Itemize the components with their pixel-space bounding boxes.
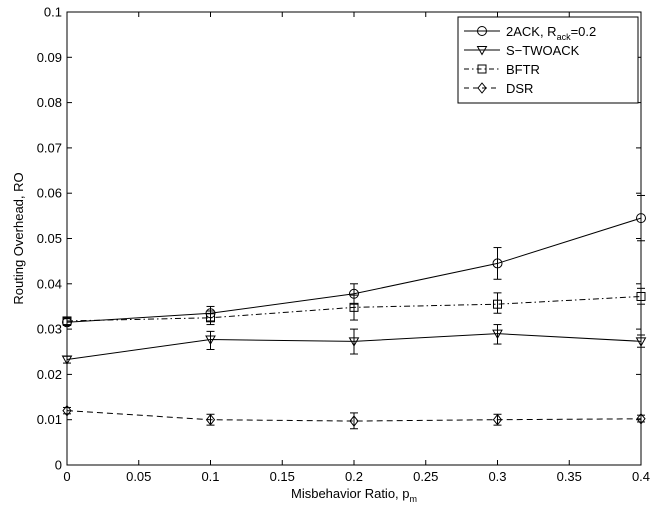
legend-label: 2ACK, Rack=0.2 [506, 24, 596, 42]
y-tick-label: 0.07 [37, 140, 62, 155]
x-tick-label: 0.1 [201, 469, 219, 484]
data-point-dsr [492, 413, 503, 426]
x-tick-label: 0.2 [345, 469, 363, 484]
axis-ticks: 0 0.05 0.1 0.15 0.2 0.25 0.3 0.35 0.4 0 0.01 0.02 0.… [37, 5, 650, 485]
series-s-twoack [61, 324, 647, 365]
y-tick-label: 0.08 [37, 95, 62, 110]
legend-marker [477, 82, 487, 94]
x-tick-label: 0 [63, 469, 70, 484]
series-line-dsr [66, 410, 642, 422]
y-tick-label: 0.01 [37, 412, 62, 427]
series-layer [61, 194, 647, 430]
x-tick-label: 0.25 [413, 469, 438, 484]
x-tick-label: 0.3 [488, 469, 506, 484]
data-point-bftr [62, 316, 72, 326]
x-axis-label-subscript: m [410, 494, 418, 504]
y-tick-label: 0.04 [37, 276, 62, 291]
data-point-s-twoack [635, 337, 647, 347]
legend-label-tail: =0.2 [571, 24, 597, 39]
legend-item-dsr: DSR [464, 81, 533, 96]
legend-marker [477, 64, 487, 74]
legend-label-main: DSR [506, 81, 533, 96]
x-tick-label: 0.35 [557, 469, 582, 484]
legend-label: BFTR [506, 62, 540, 77]
legend-label-main: S−TWOACK [506, 43, 580, 58]
series-bftr [62, 287, 646, 326]
legend-item-2ack: 2ACK, Rack=0.2 [464, 24, 596, 42]
data-point-bftr [636, 291, 646, 301]
y-tick-label: 0.06 [37, 186, 62, 201]
legend-item-s-twoack: S−TWOACK [464, 43, 580, 58]
y-tick-label: 0.1 [44, 5, 62, 20]
data-point-2ack [492, 258, 503, 269]
data-point-s-twoack [492, 329, 503, 340]
legend-label: DSR [506, 81, 533, 96]
x-axis-label-main: Misbehavior Ratio, p [291, 486, 410, 501]
data-point-dsr [62, 404, 72, 417]
legend-label-main: BFTR [506, 62, 540, 77]
data-point-s-twoack [348, 337, 360, 347]
y-tick-label: 0 [55, 458, 62, 473]
data-point-bftr [206, 313, 215, 323]
data-point-2ack [636, 213, 646, 224]
y-tick-label: 0.02 [37, 367, 62, 382]
y-tick-label: 0.03 [37, 322, 62, 337]
legend-label: S−TWOACK [506, 43, 580, 58]
legend-item-bftr: BFTR [464, 62, 540, 77]
x-tick-label: 0.4 [632, 469, 650, 484]
y-axis-label: Routing Overhead, RO [11, 172, 26, 304]
data-point-dsr [636, 412, 646, 425]
x-tick-label: 0.15 [270, 469, 295, 484]
data-point-dsr [349, 415, 359, 427]
legend-marker [476, 46, 488, 56]
y-tick-label: 0.05 [37, 231, 62, 246]
legend-label-subscript: ack [557, 32, 572, 42]
y-tick-label: 0.09 [37, 50, 62, 65]
legend-marker [477, 26, 487, 36]
legend-label-main: 2ACK, R [506, 24, 557, 39]
data-point-s-twoack [61, 355, 73, 365]
data-point-bftr [493, 299, 502, 309]
x-tick-label: 0.05 [126, 469, 151, 484]
data-point-bftr [349, 302, 359, 312]
x-axis-label: Misbehavior Ratio, pm [291, 486, 417, 504]
data-point-s-twoack [205, 335, 216, 346]
series-2ack [62, 194, 646, 328]
data-point-dsr [205, 413, 216, 426]
series-dsr [62, 404, 646, 430]
